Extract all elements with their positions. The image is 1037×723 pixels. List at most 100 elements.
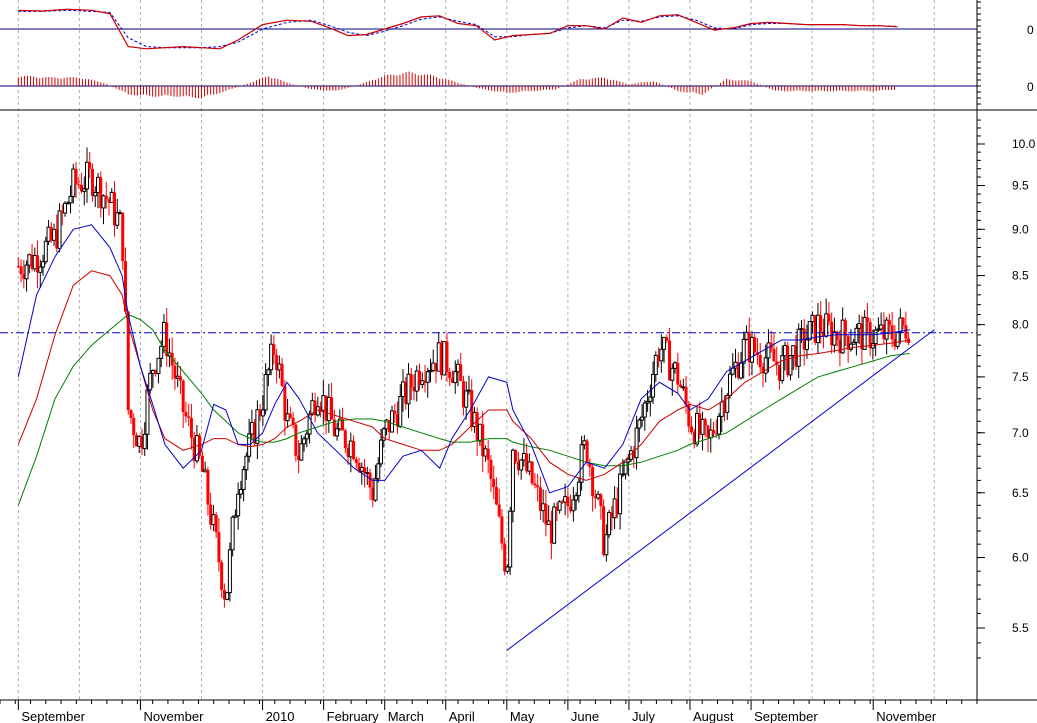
- candle-body: [43, 240, 48, 263]
- candle-body: [516, 461, 520, 470]
- candle-body: [137, 435, 142, 447]
- candle-body: [99, 177, 103, 208]
- x-month-label: September: [754, 709, 818, 723]
- candle-body: [16, 266, 20, 268]
- candle-body: [510, 449, 515, 512]
- candle-body: [396, 414, 400, 427]
- candle-body: [198, 435, 202, 456]
- candle-body: [541, 503, 546, 512]
- oscillator-panel: [0, 8, 977, 50]
- candle-body: [107, 199, 111, 203]
- candle-body: [434, 363, 438, 372]
- candle-body: [662, 336, 667, 350]
- candle-body: [821, 331, 825, 337]
- candle-body: [544, 503, 548, 525]
- candle-body: [786, 345, 790, 375]
- x-month-label: May: [510, 709, 535, 723]
- candle-body: [876, 328, 881, 331]
- candle-body: [46, 226, 51, 242]
- candle-body: [505, 566, 510, 572]
- candle-body: [640, 416, 645, 421]
- candle-body: [439, 342, 443, 375]
- candle-body: [269, 343, 274, 371]
- candle-body: [612, 498, 617, 519]
- candle-body: [521, 453, 526, 461]
- candle-body: [557, 501, 562, 511]
- moving-average-short: [17, 224, 910, 494]
- x-month-label: November: [143, 709, 204, 723]
- candle-body: [450, 378, 454, 383]
- candle-body: [497, 504, 501, 517]
- candle-body: [500, 516, 504, 544]
- candle-body: [514, 450, 518, 462]
- x-month-label: April: [449, 709, 475, 723]
- candle-body: [782, 345, 787, 357]
- candle-body: [807, 321, 812, 341]
- x-month-label: February: [327, 709, 380, 723]
- candle-body: [738, 362, 743, 379]
- candle-body: [819, 315, 823, 332]
- candle-body: [599, 494, 603, 507]
- candle-body: [436, 342, 441, 372]
- candle-body: [566, 496, 570, 507]
- candle-body: [448, 371, 452, 379]
- candle-body: [184, 412, 188, 417]
- candle-body: [104, 195, 108, 200]
- candle-body: [747, 332, 751, 363]
- candle-body: [52, 228, 57, 241]
- candle-body: [645, 400, 650, 404]
- candle-body: [835, 331, 839, 340]
- candle-body: [187, 416, 191, 418]
- candle-body: [907, 338, 911, 344]
- candle-body: [555, 507, 559, 511]
- candle-body: [263, 374, 268, 411]
- candle-body: [371, 487, 375, 501]
- candle-body: [161, 321, 166, 347]
- candle-body: [294, 424, 298, 456]
- candle-body: [148, 372, 153, 391]
- candle-body: [623, 461, 628, 475]
- candle-body: [154, 370, 158, 374]
- candle-body: [275, 355, 279, 370]
- candle-body: [687, 405, 691, 427]
- y-tick-label: 9.5: [1012, 179, 1029, 193]
- candle-body: [134, 435, 138, 447]
- candle-body: [692, 432, 696, 445]
- candle-body: [525, 453, 529, 472]
- candle-body: [63, 202, 68, 214]
- x-month-label: 2010: [266, 709, 295, 723]
- candle-body: [676, 362, 680, 385]
- candle-body: [574, 495, 579, 501]
- oscillator-main-line: [18, 8, 898, 50]
- candle-body: [249, 421, 254, 435]
- candle-body: [610, 512, 614, 518]
- candle-body: [277, 363, 282, 371]
- candle-body: [653, 354, 658, 376]
- candle-body: [862, 316, 867, 350]
- candle-body: [74, 169, 78, 185]
- candle-body: [209, 504, 213, 525]
- candle-body: [414, 370, 419, 392]
- candle-body: [354, 459, 358, 463]
- candle-body: [445, 341, 449, 372]
- candle-body: [519, 459, 524, 471]
- candle-body: [313, 400, 317, 415]
- candle-body: [425, 371, 430, 383]
- candle-body: [258, 409, 262, 416]
- candle-body: [109, 191, 114, 204]
- candle-body: [794, 345, 798, 367]
- candle-body: [165, 322, 169, 356]
- candle-body: [93, 192, 98, 197]
- candle-body: [390, 410, 395, 433]
- x-month-label: September: [21, 709, 85, 723]
- candle-body: [898, 317, 903, 333]
- support-trendline: [506, 329, 935, 651]
- candle-body: [41, 261, 46, 268]
- candle-body: [253, 422, 257, 444]
- candle-body: [428, 369, 433, 373]
- candle-body: [455, 363, 460, 373]
- candle-body: [241, 469, 246, 491]
